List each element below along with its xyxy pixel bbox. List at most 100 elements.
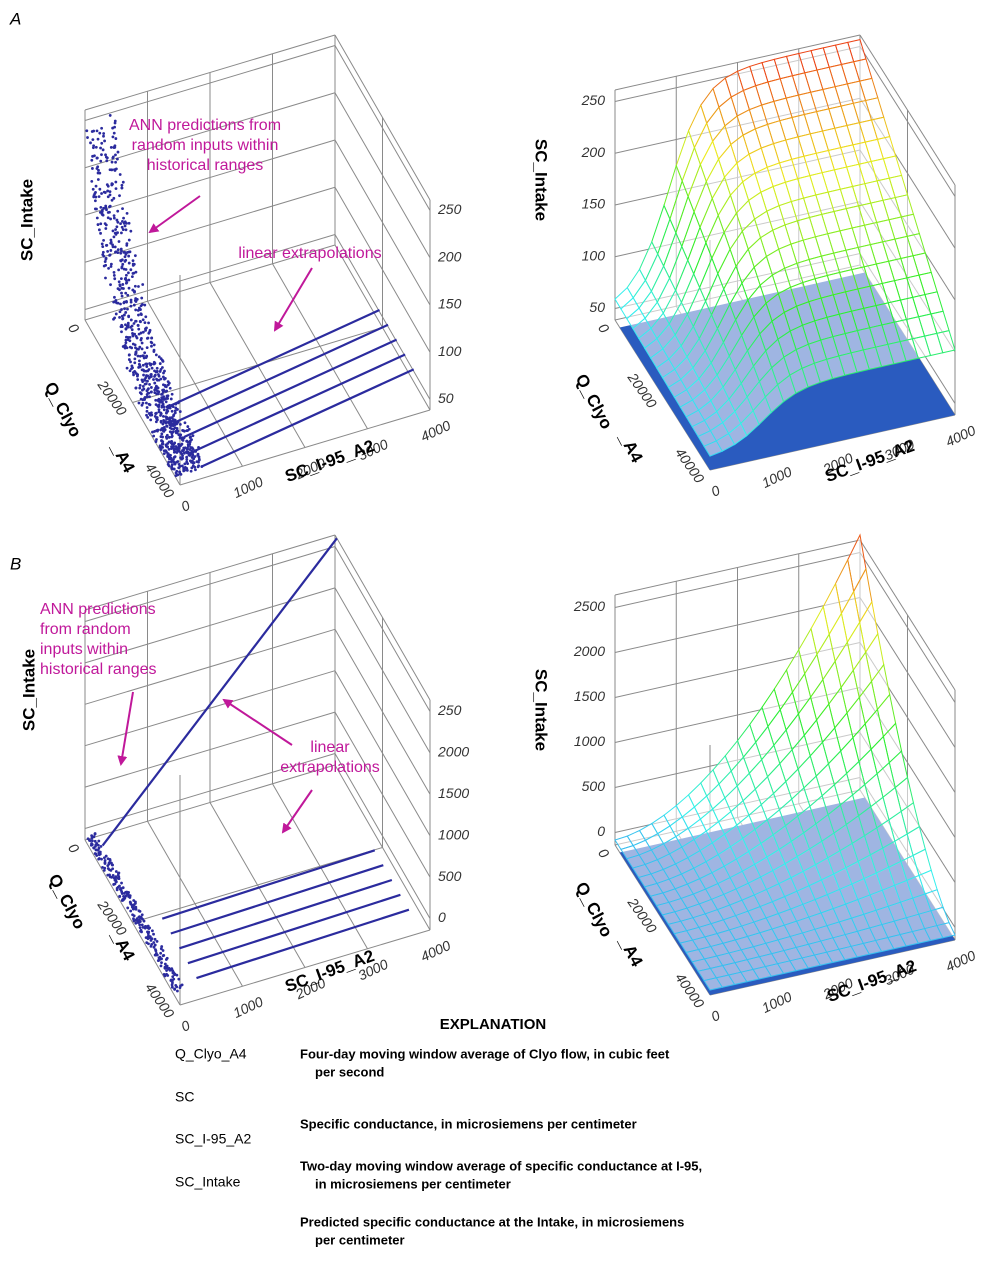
annotation: inputs within (40, 641, 128, 658)
scatter-dot (94, 184, 98, 188)
scatter-dot (104, 257, 108, 261)
scatter-dot (177, 466, 181, 470)
scatter-dot (163, 384, 167, 387)
scatter-dot (189, 469, 193, 473)
extrapolation-line (170, 864, 384, 935)
scatter-dot (111, 245, 115, 249)
scatter-dot (147, 930, 151, 934)
z-tick-label: 1000 (438, 826, 469, 842)
scatter-dot (138, 354, 142, 358)
scatter-dot (99, 222, 103, 226)
scatter-dot (128, 369, 132, 373)
scatter-dot (140, 296, 144, 300)
scatter-dot (143, 351, 147, 355)
scatter-dot (124, 311, 128, 314)
scatter-dot (126, 251, 129, 254)
scatter-dot (152, 378, 155, 381)
scatter-dot (185, 458, 189, 461)
x-tick-label: 0 (65, 320, 83, 336)
floor-grid (84, 839, 181, 1006)
definition: per centimeter (315, 1232, 405, 1247)
scatter-dot (116, 209, 120, 213)
scatter-dot (131, 288, 135, 292)
scatter-dot (149, 386, 153, 389)
scatter-dot (146, 369, 150, 373)
scatter-dot (117, 268, 121, 272)
scatter-dot (152, 941, 156, 944)
scatter-dot (108, 253, 111, 257)
x-axis-label: _A4 (615, 932, 647, 970)
scatter-dot (104, 263, 108, 267)
scatter-dot (98, 131, 102, 135)
scatter-dot (126, 906, 130, 910)
scatter-dot (108, 210, 111, 214)
y-tick-label: 1000 (230, 473, 265, 501)
scatter-dot (126, 323, 130, 327)
wall-grid (84, 186, 336, 263)
scatter-dot (110, 168, 114, 172)
scatter-dot (139, 304, 143, 308)
scatter-dot (103, 222, 107, 226)
scatter-dot (138, 359, 141, 363)
y-tick-label: 0 (709, 482, 723, 500)
scatter-dot (144, 401, 148, 405)
scatter-dot (127, 261, 131, 265)
scatter-dot (118, 310, 122, 314)
scatter-dot (159, 357, 163, 361)
scatter-dot (120, 186, 124, 190)
z-tick-label: 150 (582, 196, 606, 212)
scatter-dot (103, 139, 106, 143)
scatter-dot (169, 979, 173, 982)
scatter-dot (91, 138, 95, 142)
scatter-dot (149, 411, 153, 415)
scatter-dot (116, 150, 120, 154)
scatter-dot (99, 146, 102, 150)
scatter-dot (112, 270, 116, 274)
scatter-dot (170, 445, 173, 449)
scatter-dot (150, 344, 153, 348)
scatter-dot (132, 271, 136, 275)
scatter-dot (109, 249, 113, 252)
z-tick-label: 0 (597, 823, 605, 839)
scatter-dot (132, 373, 135, 377)
definition: Two-day moving window average of specifi… (300, 1158, 702, 1173)
scatter-dot (153, 414, 157, 418)
x-axis-label: Q_Clyo (572, 371, 617, 432)
scatter-dot (129, 902, 133, 905)
scatter-dot (114, 180, 118, 184)
scatter-dot (158, 956, 162, 960)
scatter-dot (191, 434, 195, 438)
scatter-dot (115, 218, 119, 222)
scatter-dot (139, 397, 143, 401)
z-axis-label: SC_Intake (532, 669, 551, 751)
scatter-dot (132, 914, 136, 918)
scatter-dot (160, 445, 163, 449)
wall-grid (334, 139, 431, 306)
scatter-dot (152, 360, 156, 364)
scatter-dot (94, 145, 98, 149)
scatter-dot (145, 395, 149, 399)
box-edge (859, 34, 956, 186)
scatter-dot (100, 242, 104, 246)
scatter-dot (92, 144, 96, 148)
scatter-dot (126, 321, 130, 325)
scatter-dot (134, 308, 138, 312)
scatter-dot (113, 878, 117, 882)
scatter-dot (143, 303, 147, 307)
scatter-dot (127, 314, 131, 318)
scatter-dot (124, 273, 128, 277)
scatter-dot (112, 196, 116, 200)
scatter-dot (190, 459, 194, 463)
scatter-dot (165, 394, 169, 398)
scatter-dot (173, 987, 177, 991)
wall-grid (84, 711, 336, 788)
scatter-dot (138, 391, 142, 394)
scatter-dot (159, 964, 163, 968)
scatter-dot (154, 353, 158, 357)
scatter-dot (162, 429, 166, 433)
scatter-dot (144, 925, 148, 928)
scatter-dot (121, 886, 125, 890)
scatter-dot (189, 445, 193, 449)
scatter-dot (120, 325, 124, 328)
extrapolation-line (192, 353, 406, 453)
